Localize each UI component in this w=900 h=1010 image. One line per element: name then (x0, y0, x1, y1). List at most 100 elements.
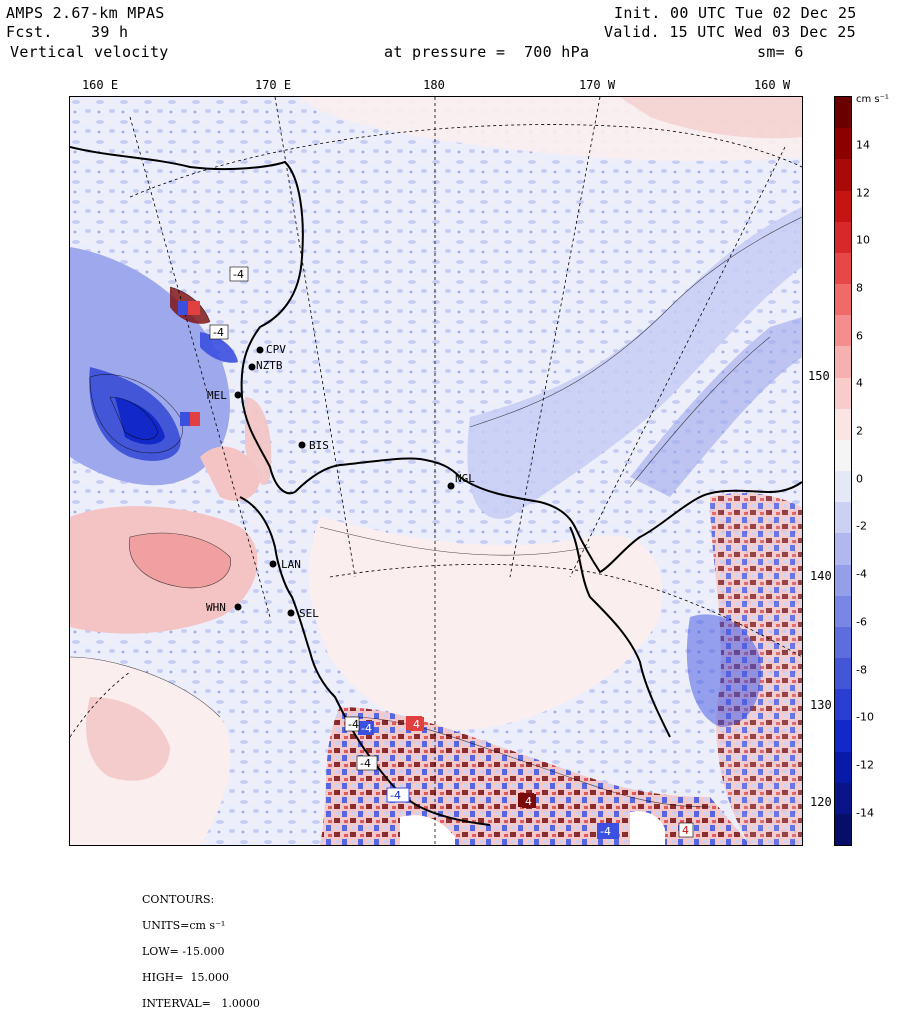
field-name: Vertical velocity (10, 43, 169, 61)
contour-label-boxes: -4 -4 -4 4 - (178, 266, 694, 839)
colorbar-tick-label: -12 (856, 758, 874, 772)
positive-strip-coast (245, 397, 272, 486)
positive-patch-mel (200, 446, 260, 501)
positive-band-top-right (620, 97, 802, 139)
station-sel[interactable]: SEL (287, 607, 320, 620)
coastlines (70, 146, 802, 826)
colorbar-segment (835, 439, 851, 472)
contour-label-7: -4 (356, 755, 378, 771)
domain-corner (70, 697, 130, 845)
svg-text:-4: -4 (348, 718, 359, 731)
meridian-160w (569, 146, 786, 578)
svg-text:-4: -4 (390, 789, 401, 802)
svg-text:4: 4 (682, 824, 689, 837)
station-label-ngl: NGL (455, 472, 475, 485)
colorbar-tick-label: -2 (856, 519, 867, 533)
lon-label-160w: 160 W (753, 78, 791, 92)
contour-label-5: -4 (358, 721, 374, 735)
contour-label-13: 4 (410, 717, 424, 731)
contour-label-8: -4 (386, 787, 410, 803)
negative-streak-east (630, 317, 802, 497)
station-lan[interactable]: LAN (269, 558, 301, 571)
pressure-level: at pressure = 700 hPa (384, 43, 590, 61)
colorbar-segment (835, 408, 851, 441)
station-markers: CPV NZTB MEL BIS NGL LAN (206, 343, 475, 620)
svg-text:-4: -4 (600, 825, 611, 838)
svg-text:-4: -4 (361, 722, 372, 735)
colorbar-tick-label: 0 (856, 472, 863, 486)
parallel-mid (329, 563, 802, 658)
vertical-velocity-map[interactable]: CPV NZTB MEL BIS NGL LAN (69, 96, 803, 846)
colorbar-segment (835, 471, 851, 503)
station-label-whn: WHN (206, 601, 226, 614)
svg-text:4: 4 (525, 795, 532, 808)
negative-streak-center (467, 207, 802, 519)
colorbar-segment (835, 813, 851, 846)
colorbar-tick-label: 4 (856, 376, 863, 390)
colorbar-tick-label: -10 (856, 710, 874, 724)
forecast-label: Fcst. (6, 23, 53, 41)
station-ngl[interactable]: NGL (447, 472, 476, 490)
colorbar-tick-label: 12 (856, 186, 870, 200)
init-time: Init. 00 UTC Tue 02 Dec 25 (614, 4, 857, 22)
colorbar-segment (835, 377, 851, 410)
colorbar-units: cm s⁻¹ (856, 94, 889, 105)
colorbar-segment (835, 658, 851, 690)
station-whn[interactable]: WHN (206, 601, 242, 614)
colorbar-segment (835, 564, 851, 597)
footer-units: UNITS=cm s⁻¹ (142, 919, 226, 932)
coast-ross-ice-shelf (294, 457, 802, 574)
colorbar-segment (835, 252, 851, 285)
positive-core-west (129, 533, 231, 588)
station-label-sel: SEL (299, 607, 319, 620)
colorbar-tick-label: -4 (856, 567, 867, 581)
colorbar-tick-label: -14 (856, 806, 874, 820)
graticule (70, 97, 802, 845)
footer-high: HIGH= 15.000 (142, 971, 230, 984)
parallel-north (129, 124, 802, 198)
station-mel[interactable]: MEL (207, 389, 242, 402)
contour-label-2 (178, 301, 200, 315)
contour-label-10: -4 (597, 823, 619, 839)
coast-transantarctic (239, 496, 491, 826)
meridian-160e (129, 116, 271, 618)
station-cpv[interactable]: CPV (256, 343, 287, 356)
station-label-bis: BIS (309, 439, 329, 452)
colorbar-segment (835, 595, 851, 628)
station-label-cpv: CPV (266, 343, 286, 356)
lon-label-180: 180 (423, 78, 445, 92)
contour-label-1: -4 (229, 266, 249, 282)
station-label-lan: LAN (281, 558, 301, 571)
colorbar-segment (835, 502, 851, 534)
colorbar-tick-label: -8 (856, 663, 867, 677)
colorbar-segment (835, 720, 851, 752)
valid-time: Valid. 15 UTC Wed 03 Dec 25 (604, 23, 856, 41)
svg-text:-4: -4 (360, 757, 371, 770)
station-nztb[interactable]: NZTB (248, 359, 283, 372)
svg-text:-4: -4 (213, 326, 224, 339)
coast-victoria-land (70, 146, 304, 495)
colorbar-segment (835, 97, 851, 129)
colorbar-tick-label: 10 (856, 233, 870, 247)
colorbar-segment (835, 626, 851, 659)
colorbar-segment (835, 159, 851, 191)
colorbar (834, 96, 852, 846)
contour-label-4 (180, 412, 200, 426)
station-bis[interactable]: BIS (298, 439, 329, 452)
positive-region-south-central (309, 517, 663, 730)
colorbar-segment (835, 346, 851, 378)
negative-core-dark (115, 397, 165, 445)
colorbar-segment (835, 315, 851, 347)
contour-label-12: -4 (344, 716, 360, 732)
colorbar-segment (835, 128, 851, 160)
colorbar-segment (835, 533, 851, 565)
footer-low: LOW= -15.000 (142, 945, 225, 958)
positive-patch-southwest (86, 697, 170, 781)
masked-terrain-1 (400, 815, 455, 845)
negative-patch-east (686, 614, 761, 727)
negative-spot-north (200, 332, 238, 363)
masked-terrain-2 (630, 811, 665, 845)
svg-text:-4: -4 (233, 268, 244, 281)
lon-label-170e: 170 E (254, 78, 292, 92)
colorbar-tick-label: -6 (856, 615, 867, 629)
